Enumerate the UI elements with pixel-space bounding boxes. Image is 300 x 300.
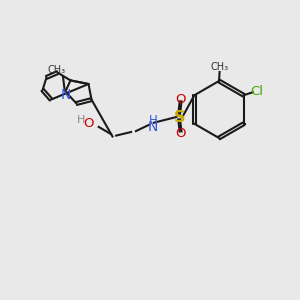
Text: N: N xyxy=(148,120,158,134)
Text: S: S xyxy=(174,110,185,124)
Text: CH₃: CH₃ xyxy=(47,64,65,75)
Text: Cl: Cl xyxy=(250,85,263,98)
Text: N: N xyxy=(60,88,70,102)
Text: H: H xyxy=(148,114,158,127)
Text: O: O xyxy=(83,117,94,130)
Text: O: O xyxy=(175,127,185,140)
Text: H: H xyxy=(77,115,85,125)
Text: CH₃: CH₃ xyxy=(211,62,229,73)
Text: O: O xyxy=(175,93,185,106)
